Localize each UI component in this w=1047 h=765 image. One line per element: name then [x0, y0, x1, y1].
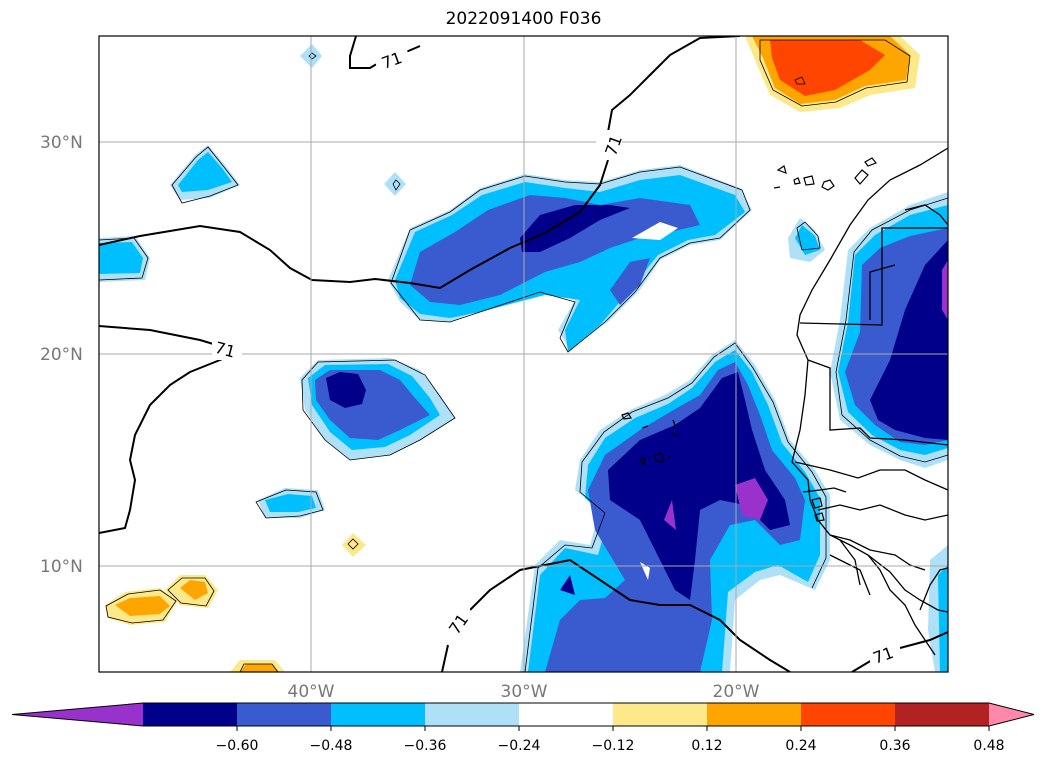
colorbar: −0.60 −0.48 −0.36 −0.24 −0.12 0.12 0.24 0.36 0.4…: [11, 702, 1035, 754]
map-frame: [98, 35, 949, 673]
anomaly-small-blobs: [99, 44, 948, 672]
colorbar-tick-label: −0.36: [404, 738, 447, 754]
lat-label-30n: 30°N: [40, 133, 83, 153]
colorbar-extension-max: [989, 703, 1034, 726]
colorbar-segment: [425, 703, 520, 726]
lon-label-40w: 40°W: [288, 682, 335, 702]
colorbar-segment: [331, 703, 426, 726]
colorbar-tick-label: 0.24: [785, 738, 816, 754]
colorbar-segment: [519, 703, 614, 726]
anomaly-blob-west: [300, 358, 455, 460]
colorbar-tick-label: −0.60: [216, 738, 259, 754]
thick-contours: [99, 36, 948, 672]
anomaly-blob-southeast: [520, 340, 830, 672]
thin-contours: [99, 39, 948, 672]
colorbar-tick-label: −0.48: [310, 738, 353, 754]
lat-label-10n: 10°N: [40, 557, 83, 577]
colorbar-segment: [143, 703, 238, 726]
colorbar-segment: [707, 703, 802, 726]
colorbar-tick-label: 0.36: [879, 738, 910, 754]
positive-anomaly-blobs: [105, 36, 920, 672]
lon-label-20w: 20°W: [713, 682, 760, 702]
lon-label-30w: 30°W: [501, 682, 548, 702]
islands: [621, 157, 877, 522]
colorbar-segment: [801, 703, 896, 726]
map-content: [99, 36, 948, 672]
colorbar-segment: [613, 703, 708, 726]
colorbar-tick-label: 0.48: [973, 738, 1004, 754]
anomaly-band-north: [388, 165, 752, 352]
colorbar-tick-label: −0.12: [592, 738, 635, 754]
colorbar-outline: [11, 702, 1035, 727]
colorbar-tick-label: 0.12: [691, 738, 722, 754]
contour-label: 71: [213, 338, 238, 362]
lat-label-20n: 20°N: [40, 345, 83, 365]
colorbar-extension-min: [12, 703, 143, 726]
anomaly-blob-east: [830, 192, 948, 468]
coastlines: [791, 147, 948, 656]
colorbar-segment: [237, 703, 332, 726]
colorbar-tick-label: −0.24: [498, 738, 541, 754]
map-title: 2022091400 F036: [445, 9, 602, 29]
colorbar-segment: [895, 703, 990, 726]
